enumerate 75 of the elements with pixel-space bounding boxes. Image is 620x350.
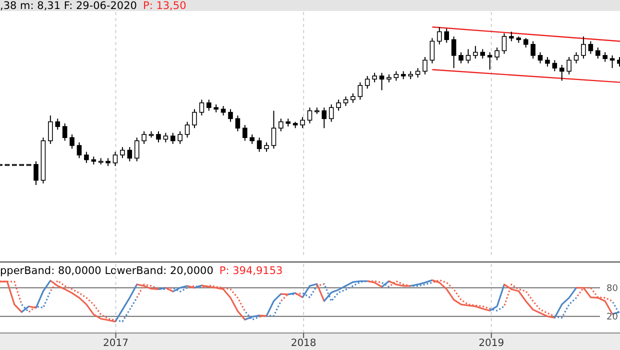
candlestick: [394, 70, 399, 82]
candlestick: [538, 52, 543, 64]
candlestick: [170, 132, 176, 144]
candlestick: [163, 132, 168, 143]
x-tick-label: 2019: [478, 338, 504, 349]
candlestick: [415, 68, 420, 78]
candlestick: [192, 108, 197, 129]
candlestick: [422, 56, 428, 75]
candlestick: [530, 40, 536, 60]
candlestick: [55, 118, 60, 130]
candlestick: [242, 124, 248, 142]
candlestick: [494, 47, 500, 61]
candlestick: [235, 114, 240, 132]
candlestick: [328, 104, 334, 122]
y-tick-label: 80: [606, 284, 618, 294]
candlestick: [350, 92, 356, 104]
candlestick: [34, 160, 38, 186]
candlestick: [250, 134, 255, 144]
candlestick: [574, 52, 579, 64]
candlestick: [120, 146, 125, 159]
candlestick: [379, 72, 384, 91]
candlestick: [566, 56, 572, 75]
candlestick: [466, 48, 471, 64]
candlestick: [559, 64, 564, 82]
candlestick: [523, 38, 528, 48]
candlestick: [595, 47, 600, 60]
candlestick: [581, 36, 586, 60]
candlestick: [76, 142, 82, 159]
candlestick: [437, 26, 442, 45]
candlestick: [48, 114, 53, 144]
candlestick: [271, 110, 276, 150]
candlestick: [473, 45, 478, 60]
candlestick: [358, 82, 363, 100]
candlestick: [364, 75, 370, 90]
candlestick: [458, 52, 464, 64]
candlestick: [228, 108, 233, 122]
annotation: pperBand: 80,0000 LowerBand: 20,0000: [0, 265, 214, 277]
candlestick: [480, 48, 486, 60]
candlestick: [502, 32, 507, 54]
candlestick: [206, 99, 212, 112]
candlestick: [602, 52, 608, 62]
candlestick: [256, 137, 262, 152]
x-tick-label: 2017: [103, 338, 128, 349]
candlestick: [70, 134, 74, 150]
candlestick: [336, 99, 341, 112]
candlestick: [264, 142, 269, 152]
candlestick: [552, 60, 558, 72]
candlestick: [156, 130, 161, 143]
candlestick: [178, 130, 182, 144]
y-tick-label: 20: [606, 312, 618, 322]
candlestick: [184, 121, 190, 138]
candlestick: [278, 118, 284, 132]
candlestick: [127, 146, 132, 162]
text: P: 13,50: [142, 0, 186, 12]
candlestick: [307, 107, 312, 124]
candlestick: [372, 72, 377, 83]
annotation: P: 394,9153: [219, 265, 283, 277]
candlestick: [430, 38, 435, 64]
candlestick: [487, 52, 492, 70]
candlestick: [142, 130, 146, 144]
candlestick: [588, 40, 594, 54]
candlestick: [199, 99, 204, 116]
candlestick: [112, 151, 118, 167]
candlestick: [322, 107, 327, 129]
candlestick: [134, 137, 140, 162]
text: ,38 m: 8,31 F: 29-06-2020: [0, 0, 137, 12]
candlestick: [444, 28, 450, 44]
candlestick: [610, 54, 615, 69]
candlestick: [509, 31, 514, 42]
x-tick-label: 2018: [290, 338, 316, 349]
candlestick: [545, 56, 550, 67]
candlestick: [84, 151, 89, 164]
candlestick: [62, 122, 68, 142]
candlestick: [451, 36, 456, 69]
candlestick: [300, 116, 305, 129]
